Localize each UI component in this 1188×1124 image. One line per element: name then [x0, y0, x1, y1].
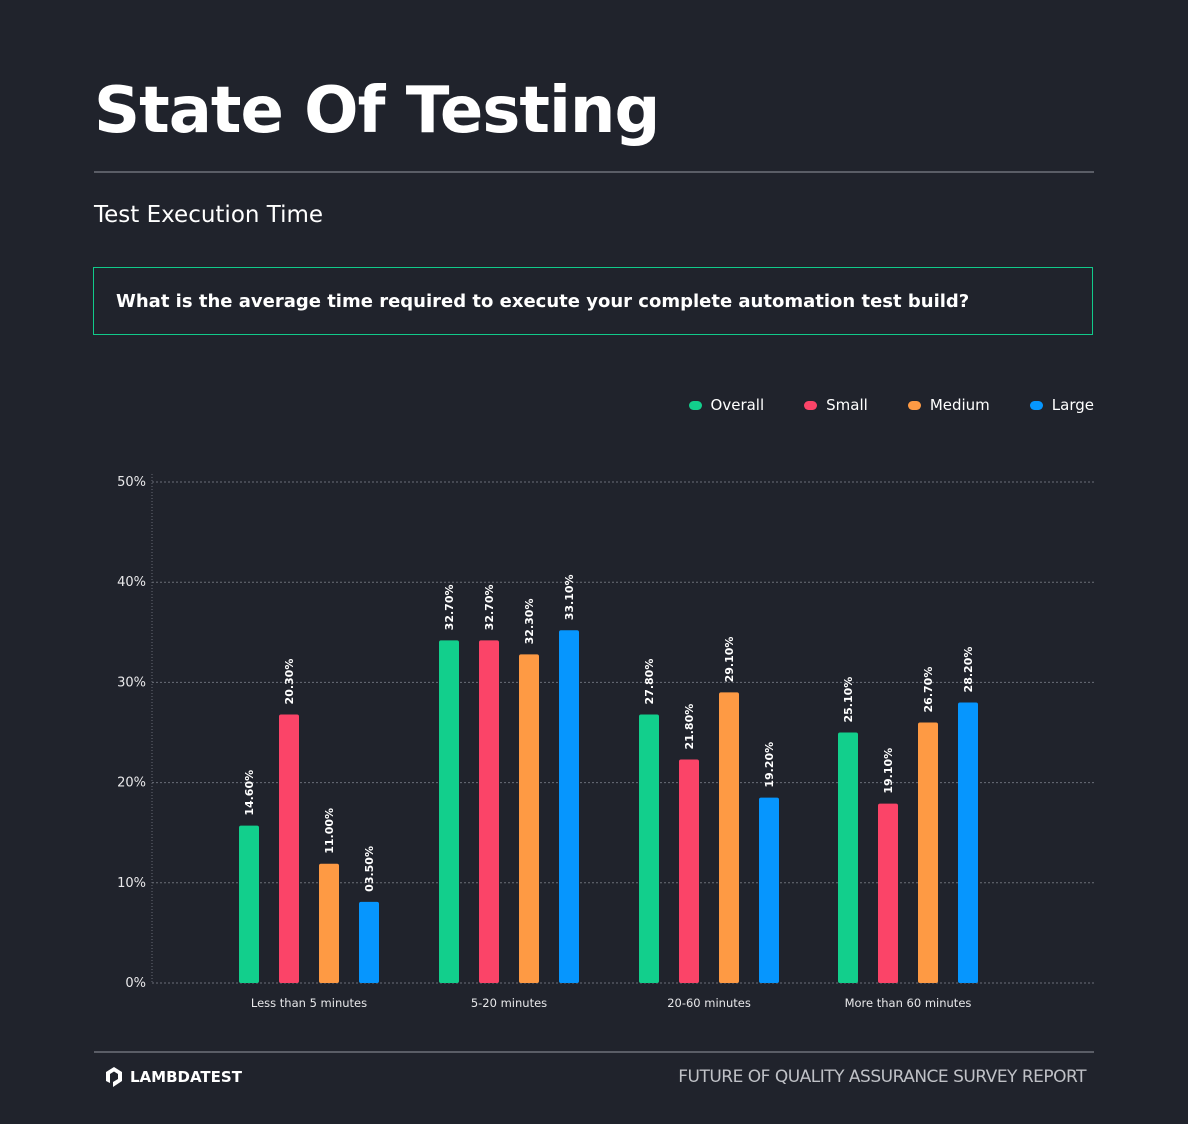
bar-overall [439, 640, 459, 983]
bar-overall [239, 825, 259, 983]
legend-swatch [804, 400, 818, 410]
data-label: 25.10% [842, 677, 855, 723]
y-tick-label: 20% [117, 776, 146, 791]
bar-small [479, 640, 499, 983]
bar-large [559, 630, 579, 983]
y-tick-label: 10% [117, 876, 146, 891]
y-tick-label: 0% [125, 976, 146, 991]
divider [94, 171, 1094, 173]
y-tick-label: 30% [117, 675, 146, 690]
bar-medium [519, 654, 539, 983]
bar-overall [639, 714, 659, 983]
page-title: State Of Testing [94, 74, 660, 148]
legend-label: Medium [929, 396, 990, 414]
legend-item-small: Small [804, 396, 868, 414]
data-label: 33.10% [563, 574, 576, 620]
data-label: 14.60% [243, 770, 256, 816]
y-tick-label: 50% [117, 475, 146, 490]
x-tick-label: 20-60 minutes [667, 996, 751, 1010]
bar-large [759, 797, 779, 983]
bar-large [958, 702, 978, 983]
data-label: 11.00% [323, 808, 336, 854]
legend-item-overall: Overall [688, 396, 765, 414]
data-label: 26.70% [922, 667, 935, 713]
data-label: 20.30% [283, 659, 296, 705]
legend-label: Large [1051, 396, 1094, 414]
x-tick-label: Less than 5 minutes [251, 996, 367, 1010]
data-label: 27.80% [643, 659, 656, 705]
bar-small [679, 759, 699, 983]
bar-small [878, 803, 898, 983]
legend-swatch [907, 400, 921, 410]
legend-label: Small [826, 396, 868, 414]
brand-name: LAMBDATEST [130, 1068, 242, 1086]
legend-swatch [1029, 400, 1043, 410]
section-title: Test Execution Time [94, 202, 324, 228]
lambdatest-logo: LAMBDATEST [104, 1066, 242, 1088]
legend-label: Overall [710, 396, 765, 414]
legend-item-medium: Medium [907, 396, 990, 414]
data-label: 19.10% [882, 748, 895, 794]
legend-swatch [688, 400, 702, 410]
bar-overall [838, 732, 858, 983]
question-text: What is the average time required to exe… [116, 290, 970, 312]
bar-medium [319, 863, 339, 983]
y-tick-label: 40% [117, 575, 146, 590]
data-label: 19.20% [763, 742, 776, 788]
data-label: 28.20% [962, 647, 975, 693]
x-tick-label: 5-20 minutes [471, 996, 547, 1010]
data-label: 03.50% [363, 846, 376, 892]
legend-item-large: Large [1029, 396, 1094, 414]
bar-large [359, 901, 379, 983]
x-tick-label: More than 60 minutes [845, 996, 972, 1010]
data-label: 29.10% [723, 637, 736, 683]
question-box: What is the average time required to exe… [93, 267, 1093, 335]
footer-divider [94, 1051, 1094, 1053]
data-label: 32.30% [523, 599, 536, 645]
data-label: 21.80% [683, 704, 696, 750]
data-label: 32.70% [443, 584, 456, 630]
bar-small [279, 714, 299, 983]
report-name: FUTURE OF QUALITY ASSURANCE SURVEY REPOR… [678, 1067, 1086, 1087]
bar-medium [918, 722, 938, 983]
lambdatest-logo-icon [106, 1067, 122, 1087]
data-label: 32.70% [483, 584, 496, 630]
chart-legend: Overall Small Medium Large [688, 396, 1094, 414]
bar-medium [719, 692, 739, 983]
